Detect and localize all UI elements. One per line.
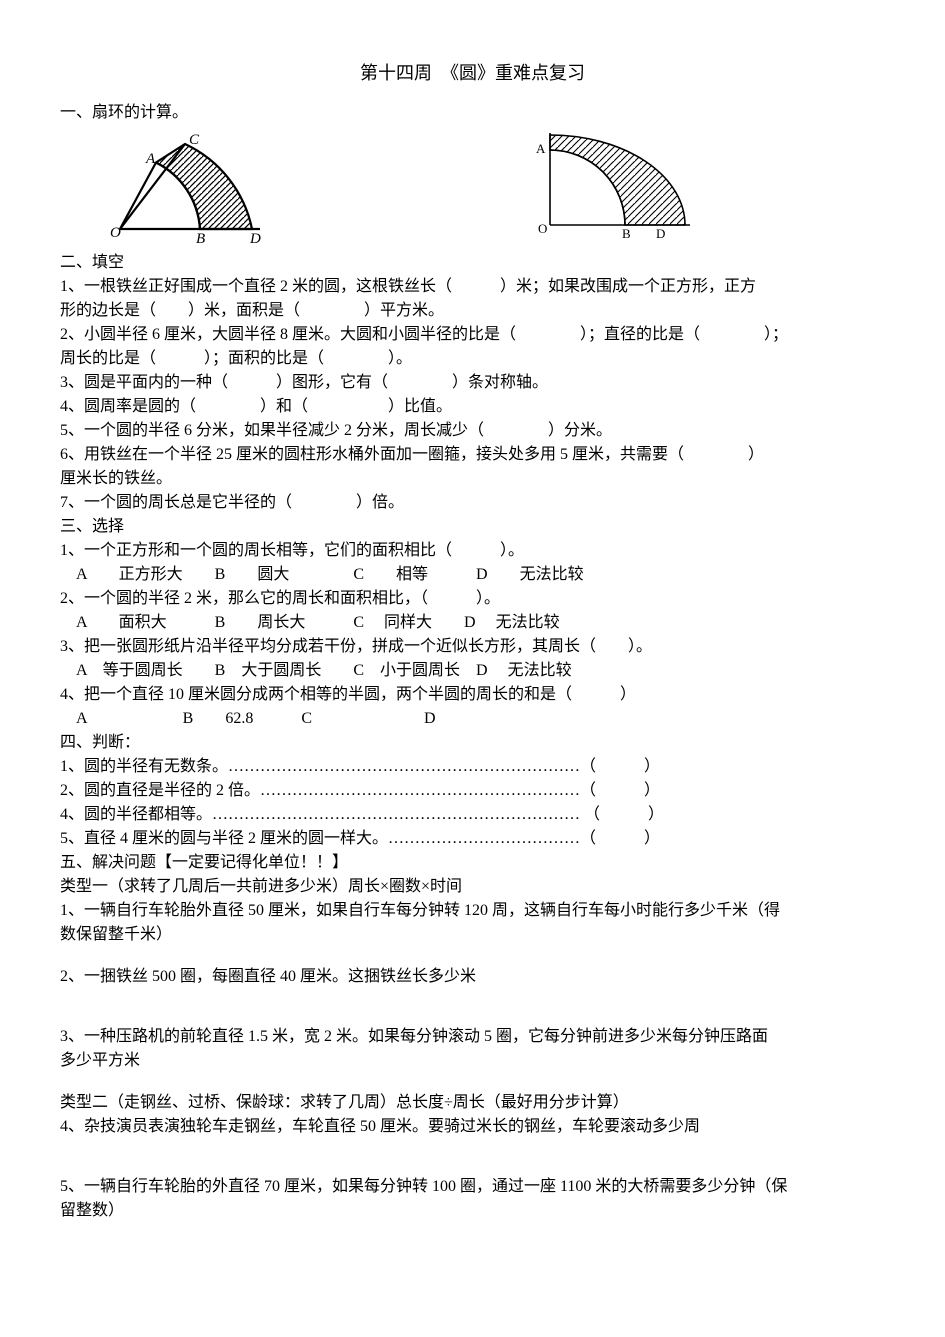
- q2-1a: 1、一根铁丝正好围成一个直径 2 米的圆，这根铁丝长（ ）米；如果改围成一个正方…: [60, 275, 885, 299]
- fig1-label-O: O: [110, 225, 121, 241]
- q3-1: 1、一个正方形和一个圆的周长相等，它们的面积相比（ ）。: [60, 539, 885, 563]
- q5-1b: 数保留整千米）: [60, 923, 885, 947]
- q2-1b: 形的边长是（ ）米，面积是（ ）平方米。: [60, 299, 885, 323]
- q2-4: 4、圆周率是圆的（ ）和（ ）比值。: [60, 395, 885, 419]
- fig2-label-B: B: [622, 226, 631, 241]
- fig1-label-B: B: [196, 231, 205, 243]
- q3-4-opts: A B 62.8 C D: [60, 707, 885, 731]
- q2-6b: 厘米长的铁丝。: [60, 467, 885, 491]
- q2-3: 3、圆是平面内的一种（ ）图形，它有（ ）条对称轴。: [60, 371, 885, 395]
- q3-2: 2、一个圆的半径 2 米，那么它的周长和面积相比，（ ）。: [60, 587, 885, 611]
- q4-4: 4、圆的半径都相等。…………………………………………………………… （ ）: [60, 803, 885, 827]
- type1-heading: 类型一（求转了几周后一共前进多少米）周长×圈数×时间: [60, 875, 885, 899]
- q2-7: 7、一个圆的周长总是它半径的（ ）倍。: [60, 491, 885, 515]
- q4-1: 1、圆的半径有无数条。…………………………………………………………（ ）: [60, 755, 885, 779]
- figure-row: O A B C D O A B D: [100, 133, 885, 243]
- q4-2: 2、圆的直径是半径的 2 倍。……………………………………………………（ ）: [60, 779, 885, 803]
- fig1-label-D: D: [249, 231, 261, 243]
- q5-5a: 5、一辆自行车轮胎的外直径 70 厘米，如果每分钟转 100 圈，通过一座 11…: [60, 1175, 885, 1199]
- figure-2: O A B D: [530, 133, 700, 243]
- fig1-label-A: A: [145, 151, 156, 167]
- page-title: 第十四周 《圆》重难点复习: [60, 60, 885, 87]
- q3-4: 4、把一个直径 10 厘米圆分成两个相等的半圆，两个半圆的周长的和是（ ）: [60, 683, 885, 707]
- q5-4: 4、杂技演员表演独轮车走钢丝，车轮直径 50 厘米。要骑过米长的钢丝，车轮要滚动…: [60, 1115, 885, 1139]
- fig1-label-C: C: [189, 133, 200, 148]
- q5-3a: 3、一种压路机的前轮直径 1.5 米，宽 2 米。如果每分钟滚动 5 圈，它每分…: [60, 1025, 885, 1049]
- q2-6a: 6、用铁丝在一个半径 25 厘米的圆柱形水桶外面加一圈箍，接头处多用 5 厘米，…: [60, 443, 885, 467]
- q5-2: 2、一捆铁丝 500 圈，每圈直径 40 厘米。这捆铁丝长多少米: [60, 965, 885, 989]
- q3-3: 3、把一张圆形纸片沿半径平均分成若干份，拼成一个近似长方形，其周长（ ）。: [60, 635, 885, 659]
- q5-3b: 多少平方米: [60, 1049, 885, 1073]
- q3-2-opts: A 面积大 B 周长大 C 同样大 D 无法比较: [60, 611, 885, 635]
- sec4-heading: 四、判断：: [60, 731, 885, 755]
- figure-1: O A B C D: [100, 133, 280, 243]
- sec5-heading: 五、解决问题【一定要记得化单位！！】: [60, 851, 885, 875]
- q4-5: 5、直径 4 厘米的圆与半径 2 厘米的圆一样大。………………………………（ ）: [60, 827, 885, 851]
- q5-5b: 留整数）: [60, 1199, 885, 1223]
- fig2-label-D: D: [656, 226, 665, 241]
- q2-5: 5、一个圆的半径 6 分米，如果半径减少 2 分米，周长减少（ ）分米。: [60, 419, 885, 443]
- q3-3-opts: A 等于圆周长 B 大于圆周长 C 小于圆周长 D 无法比较: [60, 659, 885, 683]
- sec1-heading: 一、扇环的计算。: [60, 101, 885, 125]
- sec2-heading: 二、填空: [60, 251, 885, 275]
- q5-1a: 1、一辆自行车轮胎外直径 50 厘米，如果自行车每分钟转 120 周，这辆自行车…: [60, 899, 885, 923]
- q3-1-opts: A 正方形大 B 圆大 C 相等 D 无法比较: [60, 563, 885, 587]
- type2-heading: 类型二（走钢丝、过桥、保龄球：求转了几周）总长度÷周长（最好用分步计算）: [60, 1091, 885, 1115]
- q2-2b: 周长的比是（ ）；面积的比是（ ）。: [60, 347, 885, 371]
- q2-2a: 2、小圆半径 6 厘米，大圆半径 8 厘米。大圆和小圆半径的比是（ ）；直径的比…: [60, 323, 885, 347]
- fig2-label-A: A: [536, 141, 546, 156]
- sec3-heading: 三、选择: [60, 515, 885, 539]
- fig2-label-O: O: [538, 221, 547, 236]
